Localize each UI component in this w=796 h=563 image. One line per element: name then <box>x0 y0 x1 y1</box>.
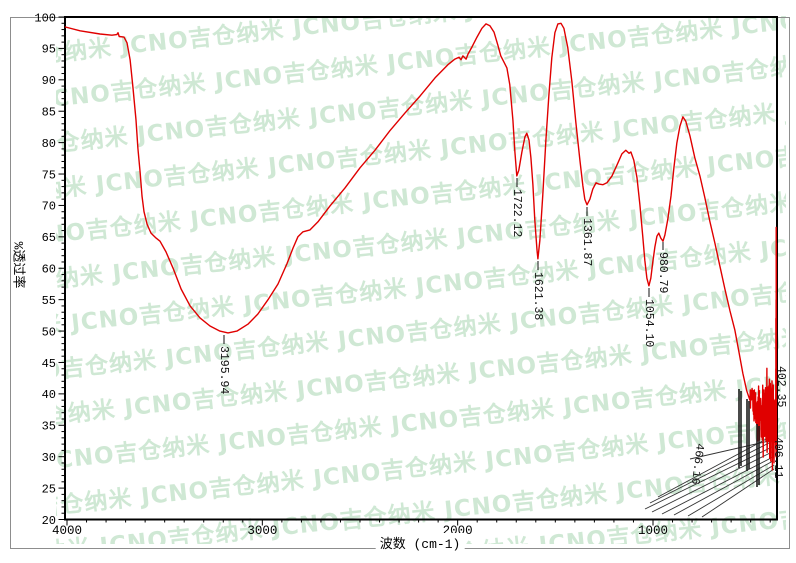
peak-label: 1722.12 <box>510 189 523 237</box>
x-tick-label: 1000 <box>638 524 668 538</box>
peak-label: 402.35 <box>774 366 787 408</box>
peak-label: 1621.38 <box>531 272 544 320</box>
peak-label: 466.16 <box>688 443 706 486</box>
y-tick-label: 85 <box>42 106 56 120</box>
plot-border <box>64 16 778 521</box>
spectrum-curve <box>64 22 778 471</box>
y-tick-label: 25 <box>42 482 56 496</box>
y-tick-label: 100 <box>34 11 56 25</box>
peak-label: 980.79 <box>656 252 669 294</box>
peak-leader-line <box>651 451 773 513</box>
peak-leader-line <box>644 446 773 510</box>
y-tick-label: 40 <box>42 388 56 402</box>
x-axis-title: 波数 (cm-1) <box>375 533 465 552</box>
peak-leader-line <box>701 468 775 518</box>
peak-label: 1054.10 <box>642 299 655 347</box>
peak-leader-line <box>649 441 772 504</box>
x-tick-label: 3000 <box>247 524 277 538</box>
outer-frame <box>10 17 790 549</box>
y-tick-label: 45 <box>42 357 56 371</box>
y-tick-label: 55 <box>42 294 56 308</box>
x-tick-label: 4000 <box>52 524 82 538</box>
peak-leader-line <box>689 440 770 460</box>
peak-label: 1361.87 <box>580 218 593 266</box>
y-tick-label: 90 <box>42 74 56 88</box>
peak-leader-line <box>661 456 774 515</box>
y-tick-label: 60 <box>42 263 56 277</box>
y-tick-label: 30 <box>42 451 56 465</box>
peak-label: 3195.94 <box>217 346 230 394</box>
y-axis-title: %透过率 <box>10 241 26 289</box>
y-tick-label: 70 <box>42 200 56 214</box>
y-tick-label: 95 <box>42 43 56 57</box>
y-tick-label: 80 <box>42 137 56 151</box>
y-tick-label: 20 <box>42 514 56 528</box>
y-tick-label: 75 <box>42 168 56 182</box>
peak-label: 406.11 <box>771 437 784 479</box>
y-tick-label: 35 <box>42 420 56 434</box>
y-tick-label: 65 <box>42 231 56 245</box>
y-tick-label: 50 <box>42 325 56 339</box>
peak-leader-line <box>657 436 771 498</box>
